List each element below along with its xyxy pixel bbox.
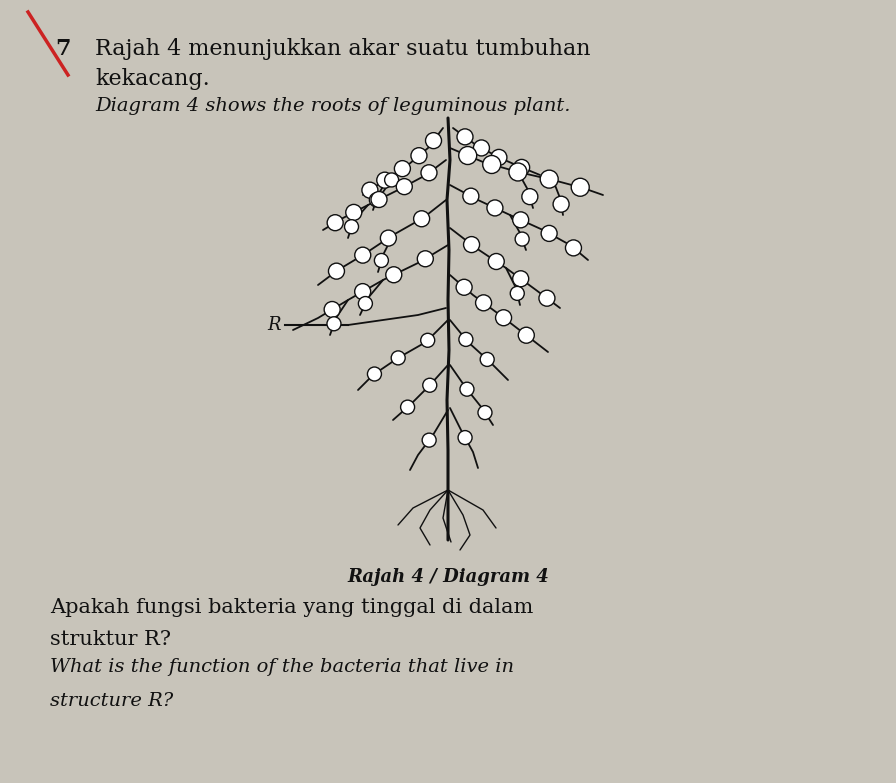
Text: 7: 7 [55,38,71,60]
Circle shape [513,160,530,175]
Circle shape [509,163,527,181]
Circle shape [355,247,371,263]
Circle shape [346,204,362,220]
Circle shape [358,297,373,311]
Circle shape [460,382,474,396]
Circle shape [483,156,501,174]
Circle shape [375,254,388,268]
Circle shape [414,211,429,227]
Circle shape [386,267,401,283]
Circle shape [392,351,405,365]
Circle shape [463,236,479,253]
Circle shape [394,161,410,177]
Circle shape [565,240,582,256]
Circle shape [495,310,512,326]
Circle shape [362,182,378,198]
Circle shape [421,164,437,181]
Circle shape [457,129,473,145]
Circle shape [396,179,412,195]
Text: kekacang.: kekacang. [95,68,210,90]
Circle shape [513,212,529,228]
Circle shape [329,263,344,280]
Text: structure R?: structure R? [50,692,173,710]
Circle shape [510,287,524,301]
Circle shape [423,378,436,392]
Circle shape [401,400,415,414]
Circle shape [384,173,399,187]
Circle shape [367,367,382,381]
Circle shape [538,290,555,306]
Circle shape [355,283,371,300]
Circle shape [491,150,507,165]
Circle shape [521,189,538,204]
Circle shape [345,220,358,233]
Circle shape [426,132,442,149]
Circle shape [459,333,473,346]
Circle shape [371,192,387,207]
Circle shape [369,193,383,207]
Text: What is the function of the bacteria that live in: What is the function of the bacteria tha… [50,658,514,676]
Circle shape [513,271,529,287]
Circle shape [327,317,341,330]
Circle shape [488,254,504,269]
Circle shape [572,179,590,197]
Text: Rajah 4 / Diagram 4: Rajah 4 / Diagram 4 [347,568,549,586]
Text: R: R [268,316,281,334]
Text: struktur R?: struktur R? [50,630,171,649]
Circle shape [324,301,340,318]
Circle shape [541,226,557,241]
Circle shape [515,232,530,246]
Circle shape [381,230,396,246]
Circle shape [422,433,436,447]
Circle shape [553,197,569,212]
Circle shape [418,251,434,267]
Circle shape [456,280,472,295]
Circle shape [473,140,489,156]
Circle shape [421,334,435,348]
Circle shape [540,170,558,188]
Circle shape [478,406,492,420]
Circle shape [518,327,534,343]
Circle shape [476,295,492,311]
Text: Rajah 4 menunjukkan akar suatu tumbuhan: Rajah 4 menunjukkan akar suatu tumbuhan [95,38,590,60]
Circle shape [463,188,478,204]
Text: Diagram 4 shows the roots of leguminous plant.: Diagram 4 shows the roots of leguminous … [95,97,571,115]
Circle shape [376,172,392,188]
Circle shape [327,215,343,231]
Circle shape [480,352,495,366]
Circle shape [487,200,503,216]
Circle shape [458,431,472,445]
Text: Apakah fungsi bakteria yang tinggal di dalam: Apakah fungsi bakteria yang tinggal di d… [50,598,533,617]
Circle shape [411,148,427,164]
Circle shape [459,146,477,164]
